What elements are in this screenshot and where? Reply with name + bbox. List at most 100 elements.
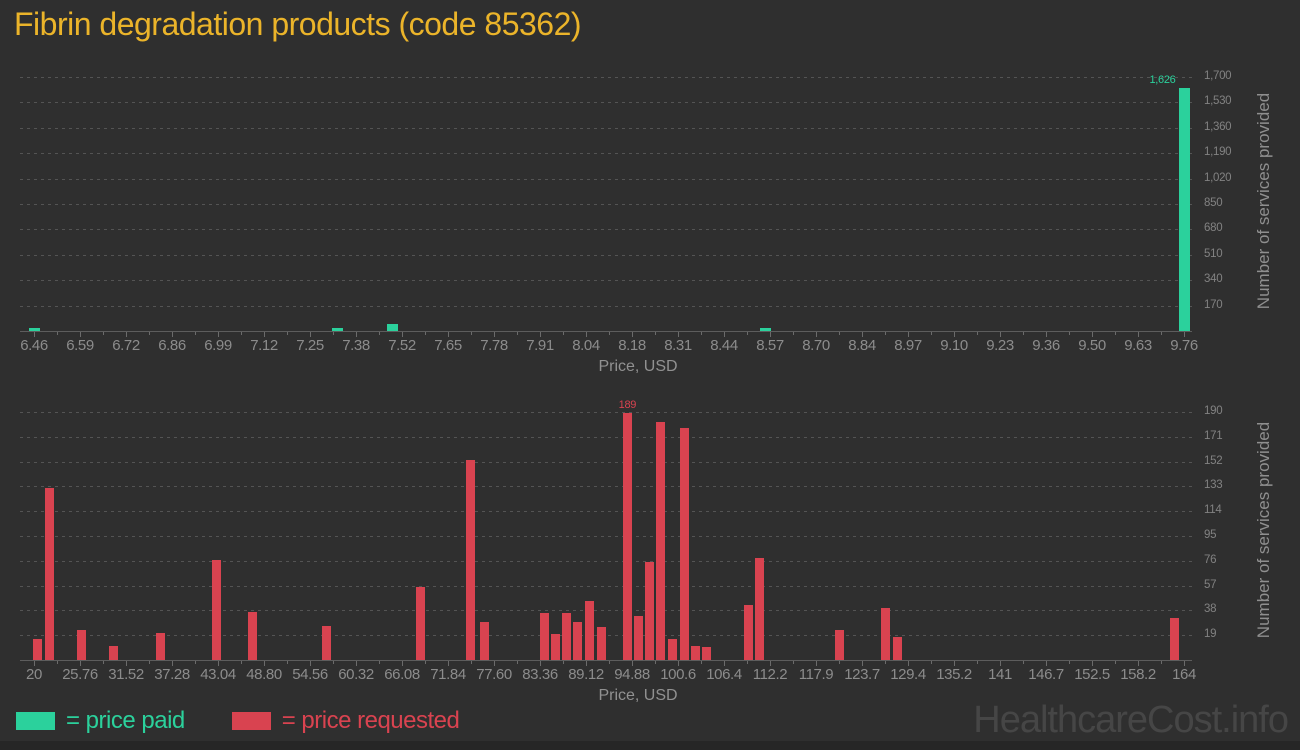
x-minor-tick-mark	[379, 661, 380, 664]
x-minor-tick-mark	[1023, 332, 1024, 335]
x-minor-tick-mark	[333, 661, 334, 664]
y-tick-label: 680	[1204, 222, 1223, 235]
bar	[479, 622, 489, 660]
y-tick-label: 95	[1204, 529, 1217, 541]
price-paid-swatch	[16, 712, 55, 730]
x-tick-mark	[908, 332, 909, 337]
x-tick-mark	[448, 332, 449, 337]
gridline	[20, 560, 1192, 562]
x-tick-mark	[586, 661, 587, 666]
bar	[656, 422, 666, 660]
bar	[331, 328, 343, 331]
x-tick-label: 117.9	[798, 666, 834, 683]
x-tick-mark	[1092, 332, 1093, 337]
x-tick-mark	[586, 332, 587, 337]
x-tick-label: 8.97	[894, 337, 922, 354]
x-tick-label: 7.78	[480, 337, 508, 354]
gridline	[20, 102, 1192, 104]
x-minor-tick-mark	[839, 661, 840, 664]
x-minor-tick-mark	[333, 332, 334, 335]
legend: = price paid = price requested	[16, 706, 460, 736]
bar	[1169, 618, 1179, 660]
gridline	[20, 635, 1192, 637]
y-tick-label: 510	[1204, 247, 1223, 260]
bar-value-label: 189	[618, 399, 637, 412]
y-tick-label: 1,700	[1204, 70, 1232, 82]
bar	[880, 607, 890, 660]
x-tick-mark	[770, 661, 771, 666]
x-minor-tick-mark	[287, 332, 288, 335]
x-minor-tick-mark	[931, 332, 932, 335]
x-minor-tick-mark	[241, 332, 242, 335]
x-minor-tick-mark	[701, 661, 702, 664]
x-minor-tick-mark	[885, 332, 886, 335]
x-minor-tick-mark	[471, 332, 472, 335]
x-tick-label: 7.91	[526, 337, 554, 354]
x-tick-label: 141	[988, 666, 1012, 683]
x-tick-label: 9.36	[1032, 337, 1060, 354]
x-tick-label: 135.2	[936, 666, 972, 683]
gridline	[20, 486, 1192, 488]
x-tick-label: 6.46	[20, 337, 48, 354]
price-requested-swatch	[231, 712, 271, 730]
x-minor-tick-mark	[793, 661, 794, 664]
x-tick-label: 112.2	[752, 666, 788, 683]
gridline	[20, 204, 1192, 205]
gridline	[20, 153, 1192, 155]
x-tick-mark	[34, 661, 35, 666]
x-tick-label: 25.76	[62, 666, 98, 683]
bar	[679, 427, 689, 660]
bar-value-label: 1,626	[1149, 74, 1176, 87]
x-minor-tick-mark	[103, 661, 104, 664]
x-minor-tick-mark	[563, 332, 564, 335]
gridline	[20, 585, 1192, 587]
y-tick-label: 133	[1204, 479, 1223, 492]
bar	[387, 323, 399, 331]
x-tick-label: 164	[1172, 666, 1196, 683]
x-tick-mark	[1000, 661, 1001, 666]
y-tick-label: 190	[1204, 405, 1223, 417]
x-tick-mark	[356, 332, 357, 337]
x-tick-label: 66.08	[384, 666, 420, 683]
x-tick-mark	[264, 332, 265, 337]
bar	[622, 413, 632, 660]
x-tick-label: 7.12	[250, 337, 278, 354]
x-axis-title: Price, USD	[598, 687, 678, 704]
x-tick-label: 129.4	[890, 666, 926, 683]
x-tick-label: 60.32	[338, 666, 374, 683]
y-tick-label: 1,530	[1204, 95, 1232, 108]
bar	[645, 562, 655, 660]
gridline	[20, 412, 1192, 413]
x-minor-tick-mark	[747, 661, 748, 664]
y-tick-label: 114	[1204, 504, 1222, 517]
x-minor-tick-mark	[471, 661, 472, 664]
x-tick-label: 6.72	[112, 337, 140, 354]
x-tick-label: 89.12	[568, 666, 604, 683]
x-tick-label: 8.57	[756, 337, 784, 354]
y-tick-label: 1,020	[1204, 171, 1232, 184]
x-tick-mark	[816, 661, 817, 666]
x-minor-tick-mark	[517, 332, 518, 335]
x-tick-mark	[540, 332, 541, 337]
y-axis-title: Number of services provided	[1254, 421, 1273, 639]
gridline	[20, 511, 1192, 513]
gridline	[20, 254, 1192, 256]
x-tick-mark	[310, 661, 311, 666]
x-minor-tick-mark	[241, 661, 242, 664]
bar	[892, 636, 902, 660]
bar	[108, 645, 118, 660]
x-tick-label: 9.10	[940, 337, 968, 354]
x-minor-tick-mark	[1023, 661, 1024, 664]
y-tick-label: 340	[1204, 273, 1223, 286]
y-tick-label: 170	[1204, 298, 1223, 311]
x-tick-mark	[494, 332, 495, 337]
x-tick-label: 8.18	[618, 337, 646, 354]
x-tick-mark	[172, 332, 173, 337]
x-tick-mark	[1000, 332, 1001, 337]
gridline	[20, 536, 1192, 537]
legend-item-price-requested: = price requested	[231, 707, 460, 735]
x-tick-mark	[678, 661, 679, 666]
gridline	[20, 461, 1192, 463]
bar	[744, 605, 754, 660]
x-tick-label: 8.44	[710, 337, 738, 354]
